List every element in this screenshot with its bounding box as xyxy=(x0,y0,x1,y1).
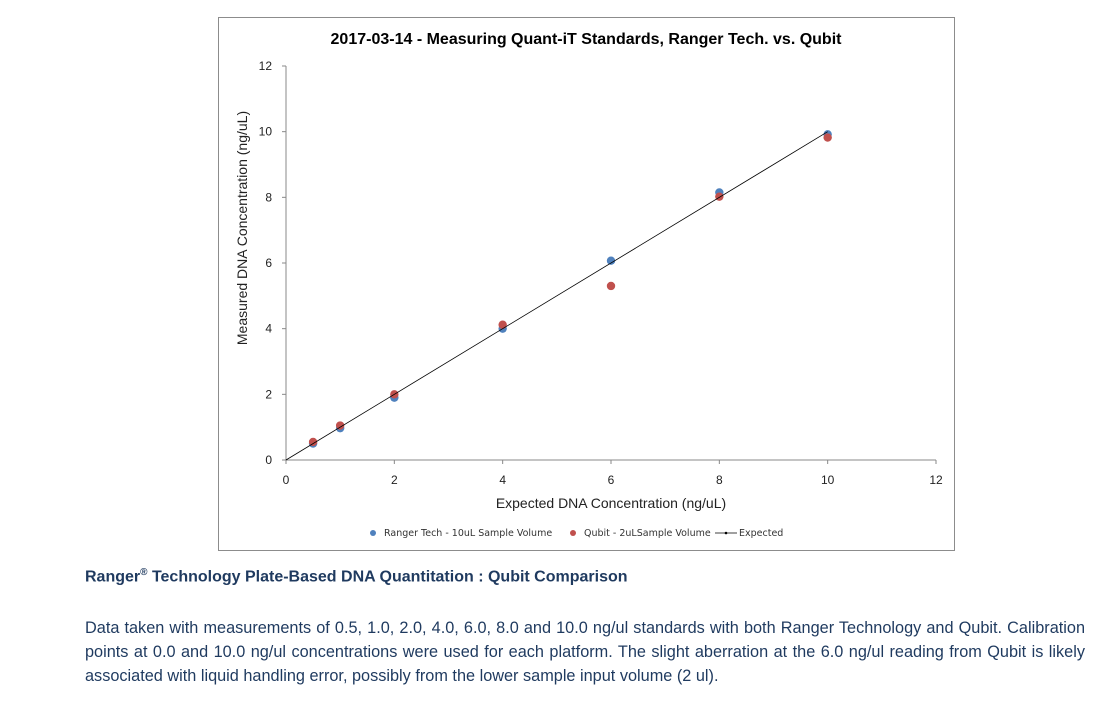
y-tick-label: 6 xyxy=(265,256,272,270)
y-tick-label: 0 xyxy=(265,453,272,467)
y-tick-label: 12 xyxy=(259,59,273,73)
y-tick-label: 2 xyxy=(265,387,272,401)
caption-title: Ranger® Technology Plate-Based DNA Quant… xyxy=(85,567,628,586)
legend-label-expected: Expected xyxy=(739,528,783,539)
x-tick-label: 2 xyxy=(391,473,398,487)
series-layer xyxy=(285,130,832,461)
legend-label-qubit: Qubit - 2uLSample Volume xyxy=(584,528,711,539)
x-tick-label: 4 xyxy=(499,473,506,487)
y-axis-label: Measured DNA Concentration (ng/uL) xyxy=(234,111,250,345)
legend-swatch-qubit xyxy=(570,530,576,536)
chart-svg: 2017-03-14 - Measuring Quant-iT Standard… xyxy=(234,31,943,539)
axes-layer: 0 2 4 6 8 10 12 0 2 4 6 8 10 12 xyxy=(259,59,943,487)
registered-mark: ® xyxy=(140,567,148,578)
x-tick-label: 6 xyxy=(608,473,615,487)
caption-body: Data taken with measurements of 0.5, 1.0… xyxy=(85,619,1085,685)
caption-title-rest: Technology Plate-Based DNA Quantitation … xyxy=(147,568,628,586)
y-tick-label: 10 xyxy=(259,125,273,139)
qubit-point xyxy=(308,437,318,447)
y-tick-label: 4 xyxy=(265,322,272,336)
x-axis-label: Expected DNA Concentration (ng/uL) xyxy=(496,495,726,511)
qubit-point xyxy=(823,133,832,142)
chart-frame: 2017-03-14 - Measuring Quant-iT Standard… xyxy=(218,17,955,551)
chart-title: 2017-03-14 - Measuring Quant-iT Standard… xyxy=(331,31,843,48)
legend-swatch-ranger xyxy=(370,530,376,536)
expected-line xyxy=(285,131,828,461)
ranger-tech-point xyxy=(606,256,616,265)
legend-label-ranger: Ranger Tech - 10uL Sample Volume xyxy=(384,528,552,539)
qubit-point xyxy=(335,421,345,430)
legend: Ranger Tech - 10uL Sample Volume Qubit - … xyxy=(370,528,783,539)
y-tick-label: 8 xyxy=(265,190,272,204)
qubit-point xyxy=(498,320,507,329)
qubit-point xyxy=(606,281,616,291)
x-tick-label: 12 xyxy=(929,473,943,487)
x-tick-label: 10 xyxy=(821,473,835,487)
caption-title-brand: Ranger xyxy=(85,568,141,586)
x-tick-label: 8 xyxy=(716,473,723,487)
legend-swatch-expected-marker xyxy=(724,531,728,535)
x-tick-label: 0 xyxy=(283,473,290,487)
qubit-point xyxy=(715,192,724,201)
